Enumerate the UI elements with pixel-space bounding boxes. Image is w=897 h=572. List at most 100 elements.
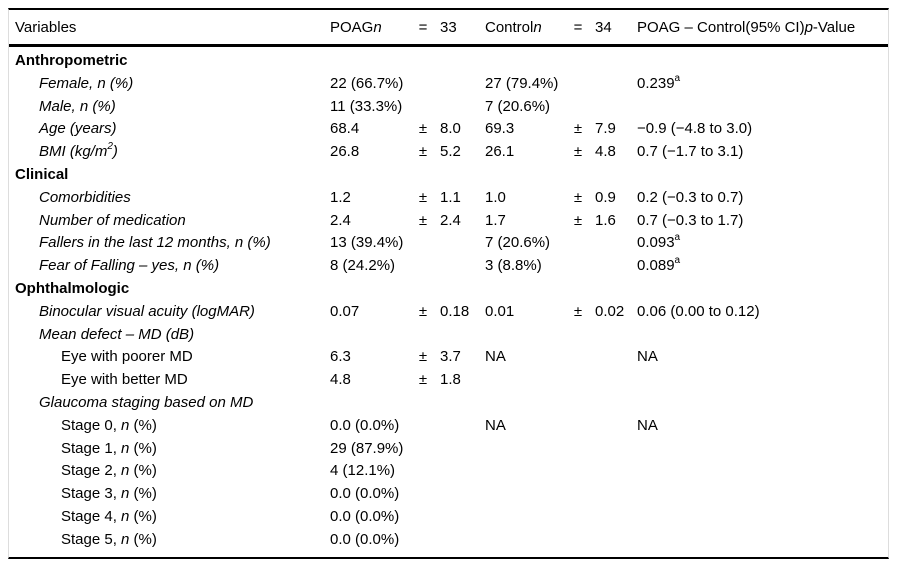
cell-text: 0.093 [637,234,675,252]
plus-minus-symbol: ± [418,302,428,320]
variable-cell: Stage 5, n (%) [9,529,330,552]
footnote-marker: a [674,255,681,267]
label-part: (%) [129,530,157,548]
label-part: Fallers in the last 12 months, n (%) [39,234,271,252]
poag-cell: 2.4 ±2.4 [330,210,485,233]
control-cell: 26.1 ±4.8 [485,141,637,164]
control-cell: 69.3 ±7.9 [485,118,637,141]
plus-minus-symbol: ± [418,143,428,161]
cell-text: 0.0 (0.0%) [330,416,400,434]
label-part: Stage 0, [61,416,122,434]
poag-header-equals: = [418,18,428,36]
label-part: n [121,485,130,503]
cell-text: 0.2 (−0.3 to 0.7) [637,188,744,206]
variable-cell: Age (years) [9,118,330,141]
control-cell: 7 (20.6%) [485,232,637,255]
cell-text: 0.06 (0.00 to 0.12) [637,302,760,320]
plus-minus-symbol: ± [418,188,428,206]
poag-cell: 0.0 (0.0%) [330,506,485,529]
mean-value: 1.7 [485,211,506,229]
col-header-control: Controln = 34 [485,19,637,36]
label-part: (%) [129,485,157,503]
sd-value: 0.9 [595,188,616,206]
mean-value: 2.4 [330,211,351,229]
mean-value: 1.0 [485,188,506,206]
table-row-21: Stage 5, n (%) 0.0 (0.0%) [9,529,888,552]
poag-cell: 13 (39.4%) [330,232,485,255]
cell-text: NA [637,416,658,434]
poag-cell: 0.0 (0.0%) [330,529,485,552]
label-part: Ophthalmologic [15,279,130,297]
control-header-group: Controln [485,19,561,36]
mean-value: 0.07 [330,302,360,320]
poag-cell: 29 (87.9%) [330,438,485,461]
poag-cell: 26.8 ±5.2 [330,141,485,164]
table-row-16: Stage 0, n (%) 0.0 (0.0%) NA NA [9,415,888,438]
label-part: Stage 2, [61,462,122,480]
col-header-variables: Variables [9,19,330,36]
label-part: Number of medication [39,211,186,229]
poag-header-count: 33 [440,18,457,36]
sd-value: 2.4 [440,211,461,229]
table-body: Anthropometric Female, n (%) 22 (66.7%) 27 … [9,47,888,557]
label-part: n [121,530,130,548]
cell-text: 8 (24.2%) [330,257,396,275]
variable-cell: Female, n (%) [9,73,330,96]
table-row-14: Eye with better MD 4.8 ±1.8 [9,369,888,392]
control-cell: NA [485,415,637,438]
poag-cell: 1.2 ±1.1 [330,187,485,210]
mean-value: 6.3 [330,348,351,366]
table-row-9: Fear of Falling – yes, n (%) 8 (24.2%) 3 (… [9,255,888,278]
variable-cell: Stage 4, n (%) [9,506,330,529]
table-row-2: Male, n (%) 11 (33.3%) 7 (20.6%) [9,96,888,119]
cell-text: 22 (66.7%) [330,74,404,92]
sd-value: 1.8 [440,371,461,389]
diff-cell: 0.2 (−0.3 to 0.7) [637,187,888,210]
control-cell: 27 (79.4%) [485,73,637,96]
col-header-poag: POAGn = 33 [330,19,485,36]
table-row-1: Female, n (%) 22 (66.7%) 27 (79.4%) 0.239a [9,73,888,96]
cell-text: 13 (39.4%) [330,234,404,252]
plus-minus-symbol: ± [573,188,583,206]
cell-text: 0.7 (−0.3 to 1.7) [637,211,744,229]
variable-cell: Number of medication [9,210,330,233]
sd-value: 5.2 [440,143,461,161]
diff-cell: 0.089a [637,255,888,278]
variable-cell: BMI (kg/m2) [9,141,330,164]
label-part: (%) [129,416,157,434]
variable-cell: Stage 1, n (%) [9,438,330,461]
sd-value: 1.1 [440,188,461,206]
cell-text: 3 (8.8%) [485,257,542,275]
table-row-6: Comorbidities 1.2 ±1.1 1.0 ±0.9 0.2 (−0.3 to … [9,187,888,210]
diff-cell: 0.7 (−1.7 to 3.1) [637,141,888,164]
diff-header-pre: POAG – Control [637,18,746,36]
col-header-diff: POAG – Control(95% CI)p-Value [637,19,888,36]
diff-cell: 0.093a [637,232,888,255]
label-part: Male, n (%) [39,97,116,115]
poag-cell: 6.3 ±3.7 [330,346,485,369]
cell-text: 7 (20.6%) [485,97,551,115]
mean-value: 26.1 [485,143,515,161]
variable-cell: Anthropometric [9,50,330,73]
variable-cell: Binocular visual acuity (logMAR) [9,301,330,324]
label-part: n [121,416,130,434]
variables-header-label: Variables [15,18,77,36]
variable-cell: Ophthalmologic [9,278,330,301]
cell-text: 0.0 (0.0%) [330,485,400,503]
control-header-name: Control [485,18,534,36]
table-row-3: Age (years) 68.4 ±8.0 69.3 ±7.9 −0.9 (−4.8 to… [9,118,888,141]
label-part: Eye with poorer MD [61,348,193,366]
label-part: n [121,507,130,525]
label-part: Stage 5, [61,530,122,548]
mean-value: 69.3 [485,120,515,138]
poag-header-name: POAG [330,18,374,36]
poag-cell: 0.0 (0.0%) [330,483,485,506]
label-part: Age (years) [39,120,117,138]
mean-value: 0.01 [485,302,515,320]
label-part: Glaucoma staging based on MD [39,393,254,411]
outcomes-table: Variables POAG n = 33 Controln = 34 POAG – Co… [8,8,889,559]
diff-cell: NA [637,415,888,438]
poag-cell: 0.0 (0.0%) [330,415,485,438]
plus-minus-symbol: ± [573,143,583,161]
